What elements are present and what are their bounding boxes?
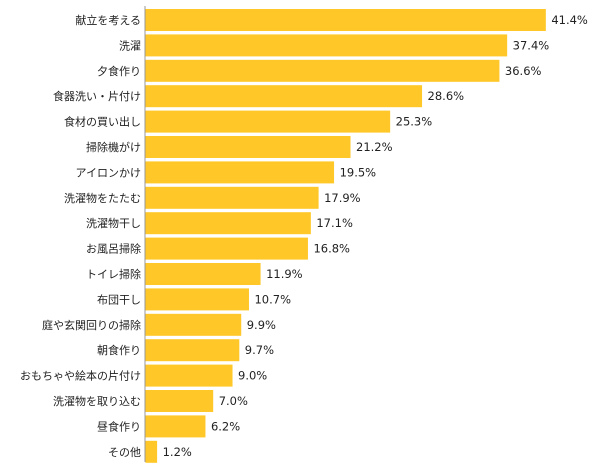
bar <box>145 440 158 463</box>
bar <box>145 59 500 82</box>
category-label: 食器洗い・片付け <box>53 89 141 103</box>
bar <box>145 85 423 108</box>
bar <box>145 161 335 184</box>
bar <box>145 313 242 336</box>
value-label: 17.9% <box>324 191 361 205</box>
category-label: アイロンかけ <box>76 166 141 179</box>
bar <box>145 364 233 387</box>
category-label: トイレ掃除 <box>86 267 141 281</box>
category-label: 庭や玄関回りの掃除 <box>42 318 141 332</box>
value-label: 1.2% <box>163 445 192 459</box>
category-label: その他 <box>108 446 141 459</box>
value-label: 19.5% <box>340 165 377 179</box>
bar <box>145 237 308 260</box>
value-label: 21.2% <box>356 140 393 154</box>
value-label: 10.7% <box>254 292 291 306</box>
category-label: 朝食作り <box>97 343 141 357</box>
value-label: 17.1% <box>316 216 353 230</box>
value-label: 11.9% <box>266 267 303 281</box>
category-label: おもちゃや絵本の片付け <box>20 369 141 383</box>
value-label: 16.8% <box>313 242 350 256</box>
category-label: 夕食作り <box>97 64 141 78</box>
category-label: 洗濯物を取り込む <box>53 394 141 408</box>
category-label: 洗濯物をたたむ <box>64 191 141 205</box>
value-label: 7.0% <box>219 394 248 408</box>
value-label: 28.6% <box>428 89 465 103</box>
value-label: 9.7% <box>245 343 274 357</box>
category-label: 洗濯物干し <box>86 216 141 230</box>
bar <box>145 136 351 158</box>
value-labels: 41.4%37.4% 36.6% 28.6% 25.3%21.2% 19.5% 17.9%… <box>163 13 588 459</box>
category-label: 布団干し <box>97 293 141 306</box>
category-label: お風呂掃除 <box>86 242 141 256</box>
value-label: 9.0% <box>238 369 267 383</box>
value-label: 37.4% <box>513 38 550 52</box>
value-label: 36.6% <box>505 64 542 78</box>
bar <box>145 288 249 311</box>
bars-layer <box>145 9 546 463</box>
bar <box>145 415 206 438</box>
bar <box>145 339 240 362</box>
bar <box>145 186 319 209</box>
bar <box>145 110 391 133</box>
category-label: 食材の買い出し <box>64 115 141 129</box>
bar <box>145 34 508 57</box>
bar <box>145 212 311 235</box>
category-label: 掃除機がけ <box>86 140 141 154</box>
category-label: 洗濯 <box>119 39 141 52</box>
value-label: 9.9% <box>247 318 276 332</box>
value-label: 41.4% <box>551 13 588 27</box>
bar <box>145 9 546 31</box>
value-label: 25.3% <box>396 115 433 129</box>
category-label: 昼食作り <box>97 419 141 433</box>
bar <box>145 263 261 285</box>
bar <box>145 390 214 412</box>
value-label: 6.2% <box>211 419 240 433</box>
category-label: 献立を考える <box>75 13 141 27</box>
category-labels: 献立を考える洗濯夕食作り食器洗い・片付け食材の買い出し掃除機がけアイロンかけ洗濯… <box>20 13 141 459</box>
